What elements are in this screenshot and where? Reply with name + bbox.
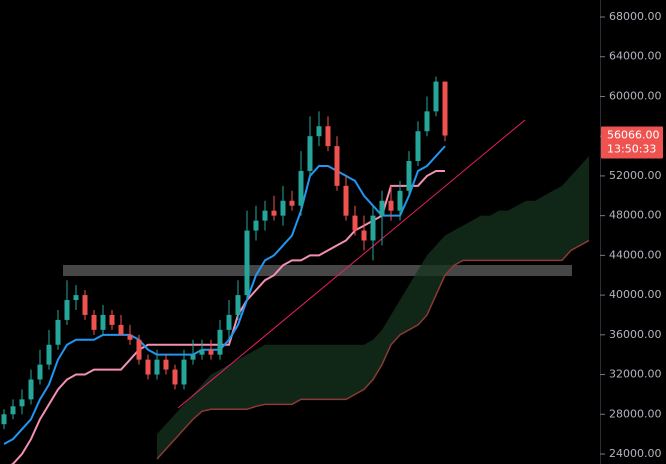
y-tick-label: 24000.00 — [609, 447, 662, 460]
candle-body — [226, 314, 232, 330]
candle-body — [379, 200, 385, 216]
candle-body — [145, 359, 151, 375]
candle-body — [127, 334, 133, 340]
candle-body — [334, 146, 340, 186]
trend-line — [177, 119, 526, 409]
candle-body — [100, 314, 106, 330]
candle-body — [28, 379, 34, 400]
candle-body — [280, 200, 286, 216]
candle-body — [10, 406, 16, 415]
candle-body — [217, 329, 223, 355]
candle-body — [91, 314, 97, 330]
candle-body — [19, 399, 25, 407]
candle-body — [55, 319, 61, 345]
candle-body — [82, 295, 88, 315]
candle-body — [289, 200, 295, 206]
y-tick-label: 64000.00 — [609, 50, 662, 63]
y-tick-label: 32000.00 — [609, 368, 662, 381]
y-tick-label: 28000.00 — [609, 407, 662, 420]
y-tick-label: 44000.00 — [609, 248, 662, 261]
span-b-line — [156, 239, 590, 460]
countdown-label: 13:50:33 — [607, 143, 656, 156]
candle-body — [73, 295, 79, 301]
candle-body — [307, 136, 313, 171]
candle-body — [172, 369, 178, 385]
candle-body — [190, 354, 196, 360]
y-tick-label: 48000.00 — [609, 209, 662, 222]
candle-body — [325, 126, 331, 147]
candle-body — [181, 359, 187, 385]
candle-body — [46, 344, 52, 365]
candle-body — [397, 190, 403, 211]
y-tick-label: 60000.00 — [609, 89, 662, 102]
candle-body — [343, 185, 349, 216]
y-tick-label: 40000.00 — [609, 288, 662, 301]
candle-body — [64, 300, 70, 320]
candle-body — [271, 210, 277, 216]
support-zone — [63, 265, 572, 276]
candle-body — [199, 349, 205, 355]
candle-body — [370, 215, 376, 241]
candle-body — [316, 126, 322, 137]
last-price-box — [601, 126, 663, 159]
candle-body — [244, 230, 250, 296]
candle-body — [424, 111, 430, 132]
candle-body — [136, 339, 142, 360]
candle-body — [262, 210, 268, 221]
candle-body — [352, 215, 358, 231]
candle-body — [163, 359, 169, 370]
y-tick-label: 36000.00 — [609, 328, 662, 341]
candle-body — [433, 81, 439, 112]
y-tick-label: 68000.00 — [609, 10, 662, 23]
y-tick-label: 52000.00 — [609, 169, 662, 182]
candle-body — [253, 220, 259, 231]
candle-body — [415, 131, 421, 162]
cloud — [157, 156, 589, 459]
candle-body — [298, 170, 304, 206]
candle-body — [1, 414, 7, 425]
candle-body — [208, 349, 214, 355]
candle-body — [388, 200, 394, 211]
base-line — [10, 169, 445, 464]
last-price-label: 56066.00 — [607, 129, 660, 142]
candle-body — [361, 230, 367, 241]
candle-body — [235, 295, 241, 315]
candle-body — [109, 314, 115, 325]
candle-body — [118, 324, 124, 335]
candle-body — [154, 359, 160, 375]
conversion-line — [3, 145, 446, 445]
candle-body — [406, 161, 412, 191]
candle-body — [442, 81, 448, 136]
candle-body — [37, 364, 43, 380]
